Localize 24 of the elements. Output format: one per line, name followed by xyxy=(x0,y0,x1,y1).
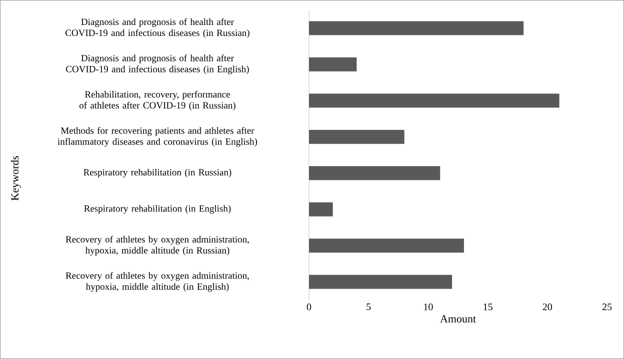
y-tick-label: Rehabilitation, recovery, performance of athletes after COVID-19 (in Russian) xyxy=(79,90,236,110)
bar xyxy=(309,202,333,216)
x-axis-title: Amount xyxy=(440,315,476,323)
bar xyxy=(309,238,464,253)
y-tick-label: Methods for recovering patients and athletes after inflammatory diseases and coronavirus (in English) xyxy=(58,127,258,147)
bar xyxy=(309,274,452,289)
x-tick-label: 0 xyxy=(306,304,312,310)
x-tick-label: 5 xyxy=(366,304,371,310)
y-tick-label: Diagnosis and prognosis of health after COVID-19 and infectious diseases (in English) xyxy=(66,54,249,74)
x-tick-label: 10 xyxy=(424,304,433,310)
bar xyxy=(309,21,524,36)
y-tick-label: Respiratory rehabilitation (in Russian) xyxy=(84,168,232,178)
y-tick-label: Diagnosis and prognosis of health after COVID-19 and infectious diseases (in Russian) xyxy=(66,18,250,38)
x-tick-label: 15 xyxy=(484,304,492,310)
y-tick-label: Respiratory rehabilitation (in English) xyxy=(84,205,231,214)
x-tick-label: 25 xyxy=(602,304,612,310)
x-tick-label: 20 xyxy=(542,304,552,310)
bar xyxy=(309,130,404,144)
y-tick-label: Recovery of athletes by oxygen administration, hypoxia, middle altitude (in English) xyxy=(66,272,249,292)
bar xyxy=(309,94,560,108)
y-axis-title: Keywords xyxy=(10,156,21,200)
bar xyxy=(309,57,357,72)
y-tick-label: Recovery of athletes by oxygen administration, hypoxia, middle altitude (in Russian) xyxy=(66,236,249,256)
bar xyxy=(309,166,440,180)
